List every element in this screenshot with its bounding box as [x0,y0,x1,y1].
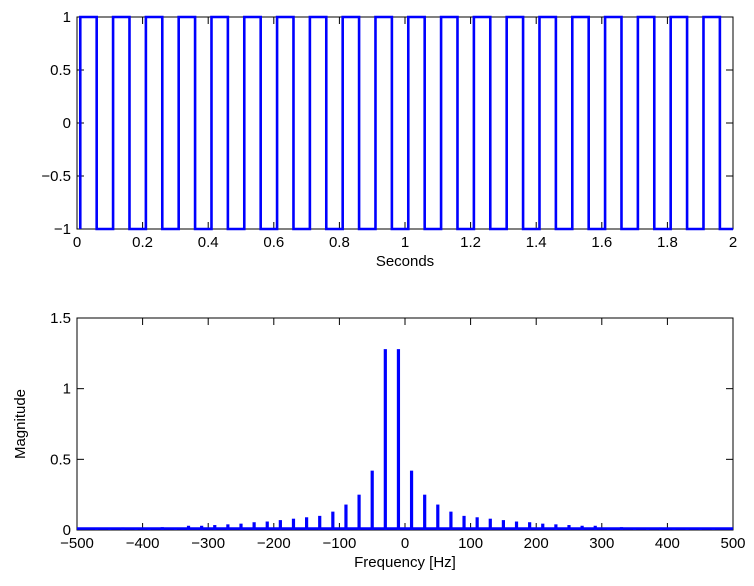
x-axis-label: Frequency [Hz] [354,554,456,571]
y-tick-label: 1 [63,381,71,398]
y-tick-label: 0 [63,115,71,132]
x-tick-label: 1.6 [591,234,612,251]
x-tick-label: 300 [589,535,614,552]
x-tick-label: 100 [458,535,483,552]
x-tick-label: 400 [655,535,680,552]
y-tick-label: −0.5 [41,168,71,185]
x-tick-label: 0 [73,234,81,251]
y-tick-label: 0 [63,522,71,539]
plot-frame [76,317,734,531]
x-tick-label: 200 [524,535,549,552]
square-wave-chart: 0 0.2 0.4 0.6 0.8 1 1.2 1.4 1.6 1.8 2 −1 −0.5 0 0.5 1 Se… [41,9,737,270]
x-tick-label: 1 [401,234,409,251]
x-tick-label: −400 [126,535,160,552]
x-tick-label: 1.4 [526,234,547,251]
y-tick-label: 1 [63,9,71,26]
x-tick-label: 0.8 [329,234,350,251]
x-tick-label: 1.2 [460,234,481,251]
x-tick-label: 1.8 [657,234,678,251]
square-wave-line [78,15,733,231]
x-tick-label: −200 [257,535,291,552]
x-tick-label: −100 [323,535,357,552]
y-tick-label: 0.5 [50,62,71,79]
plot-frame [76,16,734,230]
x-tick-label: 2 [729,234,737,251]
spectrum-chart: −500 −400 −300 −200 −100 0 100 200 300 400 500 0 0.5… [12,310,746,571]
x-tick-label: 500 [720,535,745,552]
y-tick-label: 0.5 [50,451,71,468]
y-axis-label: Magnitude [12,389,29,459]
x-tick-label: −300 [191,535,225,552]
x-axis-label: Seconds [376,253,434,270]
x-tick-label: 0.2 [132,234,153,251]
y-tick-label: 1.5 [50,310,71,327]
x-tick-label: 0 [401,535,409,552]
x-tick-label: 0.4 [198,234,219,251]
y-tick-label: −1 [54,221,71,238]
x-tick-label: −500 [60,535,94,552]
x-tick-label: 0.6 [263,234,284,251]
